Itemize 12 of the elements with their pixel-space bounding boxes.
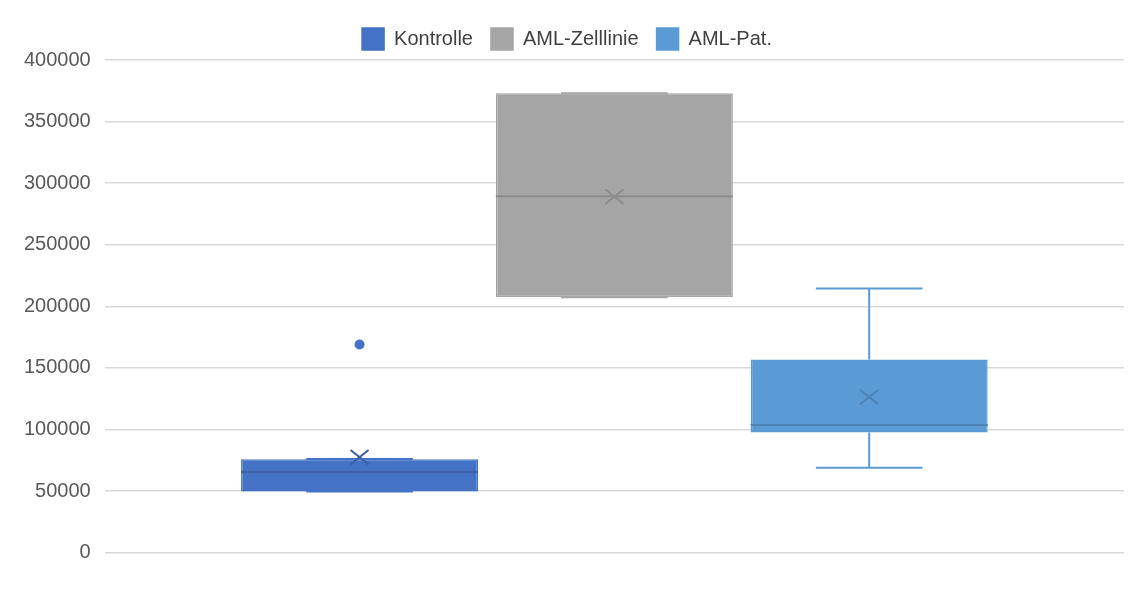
y-tick-label: 350000 — [23, 109, 91, 132]
y-tick-label: 150000 — [23, 355, 91, 378]
y-tick-label: 200000 — [23, 293, 91, 316]
y-tick-label: 100000 — [23, 416, 91, 439]
y-tick-label: 400000 — [23, 47, 91, 70]
legend-label: AML-Zelllinie — [523, 26, 639, 49]
y-tick-label: 50000 — [35, 478, 91, 501]
legend-label: Kontrolle — [394, 26, 473, 49]
y-tick-label: 0 — [79, 540, 91, 563]
legend-label: AML-Pat. — [688, 26, 772, 49]
y-tick-label: 300000 — [23, 170, 91, 193]
y-tick-label: 250000 — [23, 232, 91, 255]
